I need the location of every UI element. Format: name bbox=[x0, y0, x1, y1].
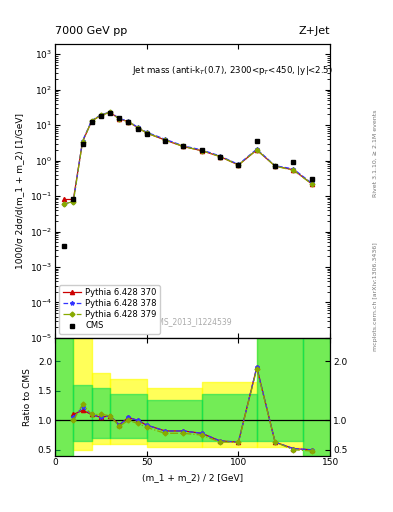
Pythia 6.428 370 bbox=[62, 197, 66, 203]
Text: Z+Jet: Z+Jet bbox=[299, 26, 330, 36]
Pythia 6.428 379 bbox=[144, 130, 149, 136]
Pythia 6.428 379 bbox=[108, 109, 112, 115]
CMS bbox=[71, 197, 76, 203]
Pythia 6.428 379 bbox=[181, 143, 186, 150]
Pythia 6.428 370 bbox=[80, 139, 85, 145]
Pythia 6.428 378 bbox=[71, 199, 76, 205]
Pythia 6.428 379 bbox=[99, 112, 103, 118]
Pythia 6.428 378 bbox=[62, 201, 66, 207]
Pythia 6.428 379 bbox=[135, 124, 140, 131]
CMS bbox=[62, 243, 66, 249]
Pythia 6.428 378 bbox=[144, 129, 149, 135]
Pythia 6.428 378 bbox=[89, 117, 94, 123]
Pythia 6.428 379 bbox=[218, 154, 222, 160]
CMS bbox=[80, 141, 85, 147]
Y-axis label: Ratio to CMS: Ratio to CMS bbox=[23, 368, 32, 426]
Pythia 6.428 378 bbox=[80, 138, 85, 144]
Pythia 6.428 370 bbox=[117, 116, 121, 122]
CMS bbox=[117, 115, 121, 121]
Pythia 6.428 370 bbox=[199, 147, 204, 154]
CMS bbox=[89, 119, 94, 125]
CMS bbox=[181, 143, 186, 150]
CMS bbox=[135, 125, 140, 132]
Pythia 6.428 370 bbox=[236, 162, 241, 168]
Text: Jet mass (anti-k$_T$(0.7), 2300<p$_T$<450, |y|<2.5): Jet mass (anti-k$_T$(0.7), 2300<p$_T$<45… bbox=[132, 64, 333, 77]
Pythia 6.428 379 bbox=[80, 139, 85, 145]
Pythia 6.428 378 bbox=[309, 180, 314, 186]
Pythia 6.428 378 bbox=[126, 118, 131, 124]
Pythia 6.428 378 bbox=[99, 112, 103, 118]
Pythia 6.428 378 bbox=[108, 109, 112, 115]
Pythia 6.428 370 bbox=[89, 118, 94, 124]
Pythia 6.428 379 bbox=[71, 199, 76, 205]
Text: Rivet 3.1.10, ≥ 2.1M events: Rivet 3.1.10, ≥ 2.1M events bbox=[373, 110, 378, 197]
Pythia 6.428 379 bbox=[89, 118, 94, 124]
Pythia 6.428 370 bbox=[108, 109, 112, 115]
Text: mcplots.cern.ch [arXiv:1306.3436]: mcplots.cern.ch [arXiv:1306.3436] bbox=[373, 243, 378, 351]
CMS bbox=[309, 176, 314, 182]
Pythia 6.428 370 bbox=[181, 143, 186, 150]
Pythia 6.428 379 bbox=[273, 163, 277, 169]
CMS bbox=[199, 147, 204, 153]
Pythia 6.428 370 bbox=[273, 163, 277, 169]
Line: Pythia 6.428 370: Pythia 6.428 370 bbox=[62, 110, 314, 202]
Line: Pythia 6.428 378: Pythia 6.428 378 bbox=[62, 110, 314, 206]
Pythia 6.428 370 bbox=[71, 197, 76, 203]
Pythia 6.428 370 bbox=[163, 137, 167, 143]
Pythia 6.428 370 bbox=[99, 112, 103, 118]
Pythia 6.428 378 bbox=[218, 153, 222, 159]
Pythia 6.428 379 bbox=[309, 181, 314, 187]
Pythia 6.428 370 bbox=[309, 181, 314, 187]
Pythia 6.428 379 bbox=[291, 167, 296, 174]
CMS bbox=[99, 113, 103, 119]
Pythia 6.428 370 bbox=[254, 147, 259, 153]
Line: CMS: CMS bbox=[62, 111, 314, 248]
Pythia 6.428 379 bbox=[62, 201, 66, 207]
Pythia 6.428 370 bbox=[135, 124, 140, 131]
Pythia 6.428 370 bbox=[291, 167, 296, 173]
Pythia 6.428 378 bbox=[163, 136, 167, 142]
Pythia 6.428 379 bbox=[117, 116, 121, 122]
Pythia 6.428 370 bbox=[218, 154, 222, 160]
Pythia 6.428 378 bbox=[273, 163, 277, 169]
X-axis label: (m_1 + m_2) / 2 [GeV]: (m_1 + m_2) / 2 [GeV] bbox=[142, 473, 243, 482]
CMS bbox=[236, 162, 241, 168]
Pythia 6.428 370 bbox=[144, 130, 149, 136]
CMS bbox=[163, 138, 167, 144]
Text: 7000 GeV pp: 7000 GeV pp bbox=[55, 26, 127, 36]
CMS bbox=[291, 159, 296, 165]
Pythia 6.428 378 bbox=[135, 124, 140, 130]
Line: Pythia 6.428 379: Pythia 6.428 379 bbox=[62, 111, 314, 206]
CMS bbox=[218, 154, 222, 160]
CMS bbox=[254, 138, 259, 144]
Pythia 6.428 378 bbox=[181, 143, 186, 149]
Text: CMS_2013_I1224539: CMS_2013_I1224539 bbox=[153, 317, 232, 326]
Pythia 6.428 379 bbox=[163, 137, 167, 143]
Pythia 6.428 379 bbox=[236, 162, 241, 168]
Pythia 6.428 370 bbox=[126, 119, 131, 125]
Legend: Pythia 6.428 370, Pythia 6.428 378, Pythia 6.428 379, CMS: Pythia 6.428 370, Pythia 6.428 378, Pyth… bbox=[59, 285, 160, 334]
Pythia 6.428 379 bbox=[254, 147, 259, 153]
Pythia 6.428 378 bbox=[236, 161, 241, 167]
CMS bbox=[108, 110, 112, 116]
Y-axis label: 1000/σ 2dσ/d(m_1 + m_2) [1/GeV]: 1000/σ 2dσ/d(m_1 + m_2) [1/GeV] bbox=[15, 113, 24, 269]
Pythia 6.428 378 bbox=[254, 146, 259, 152]
CMS bbox=[126, 119, 131, 125]
Pythia 6.428 378 bbox=[291, 166, 296, 172]
Pythia 6.428 379 bbox=[126, 119, 131, 125]
Pythia 6.428 378 bbox=[199, 147, 204, 153]
CMS bbox=[144, 131, 149, 137]
Pythia 6.428 379 bbox=[199, 147, 204, 154]
Pythia 6.428 378 bbox=[117, 115, 121, 121]
CMS bbox=[273, 163, 277, 169]
